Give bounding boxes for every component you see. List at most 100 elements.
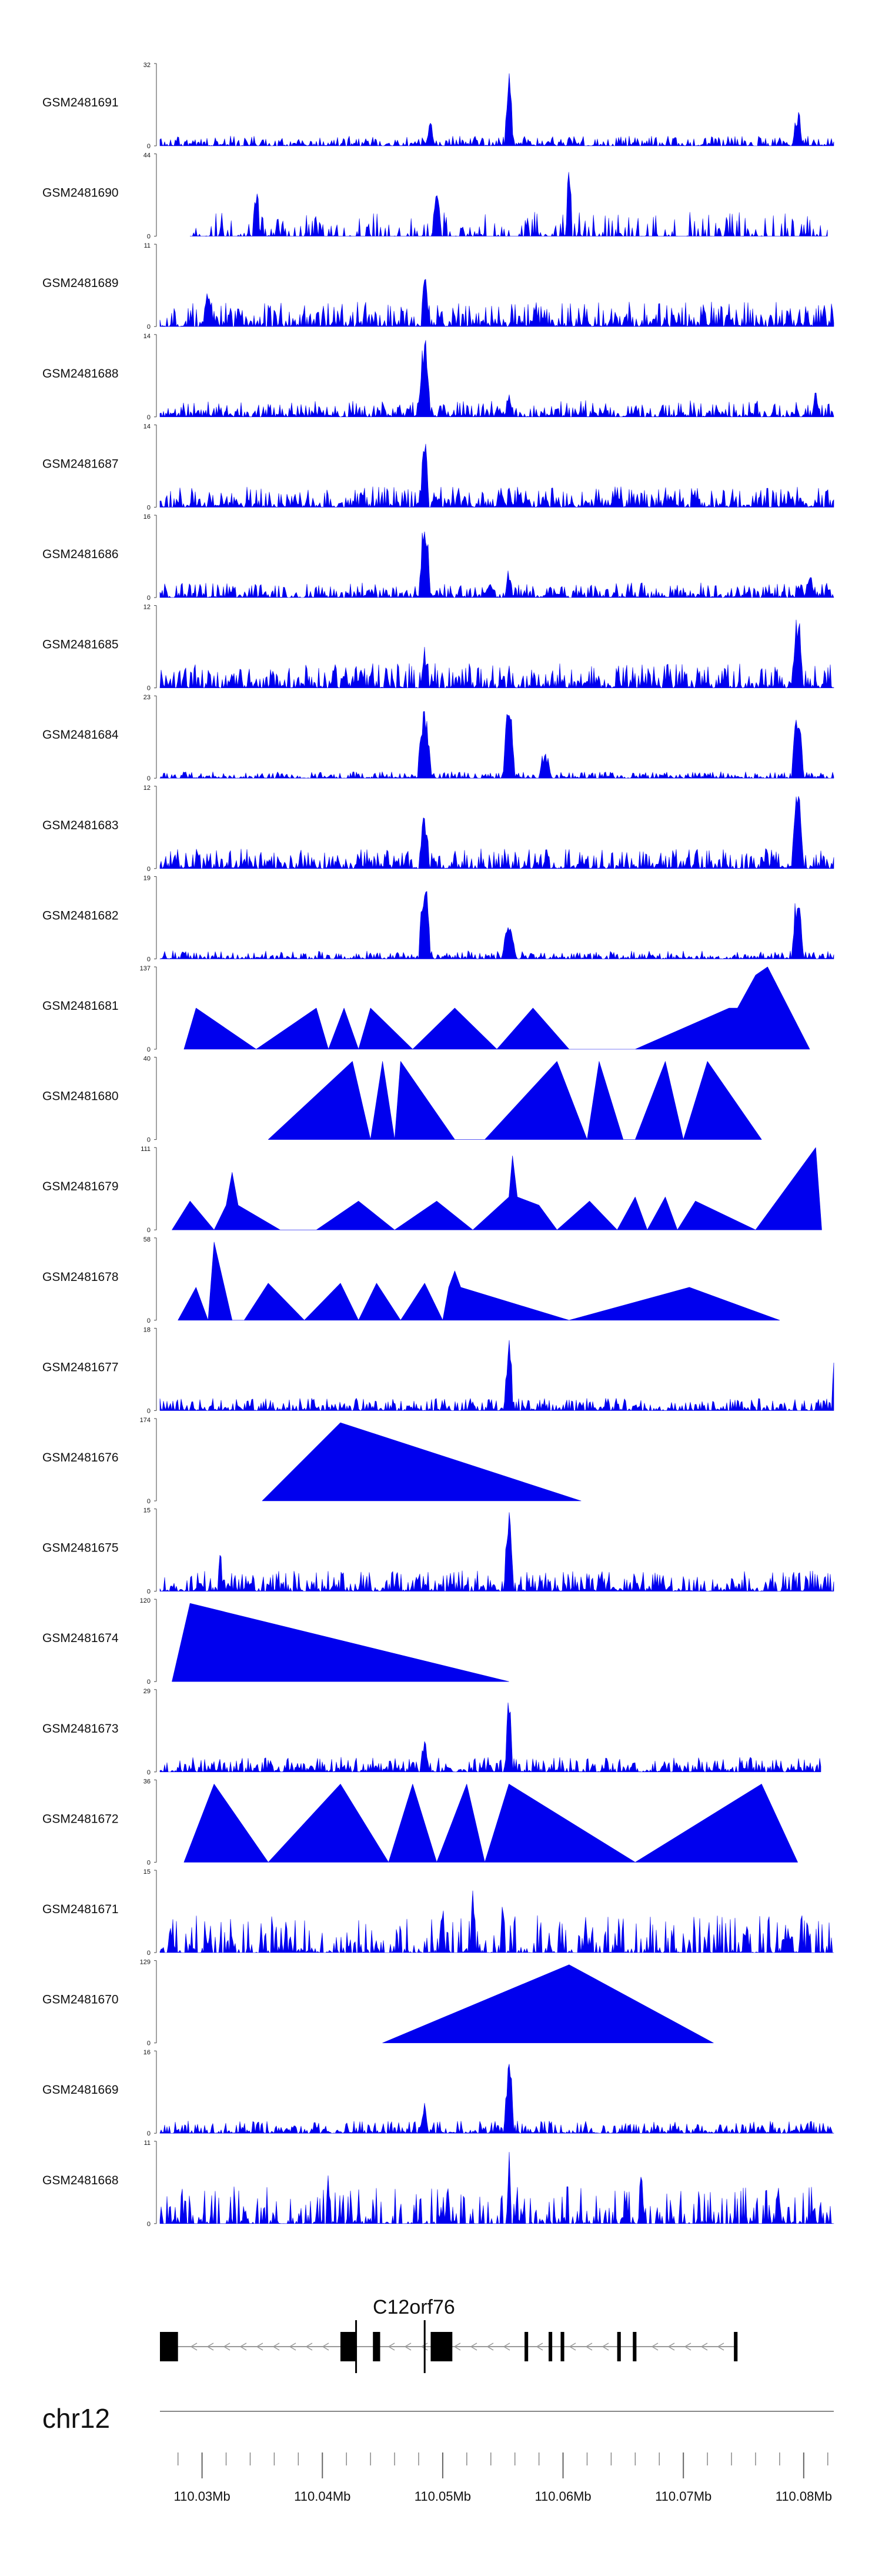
track-signal-area	[268, 1061, 762, 1140]
track-ymax-label: 129	[140, 1959, 151, 1966]
strand-arrow	[289, 2343, 296, 2351]
track-signal-area	[159, 796, 834, 869]
track-ymax-label: 36	[143, 1778, 151, 1785]
track-label: GSM2481677	[42, 1360, 119, 1374]
strand-arrow	[453, 2343, 461, 2351]
strand-arrow	[256, 2343, 263, 2351]
gene-exon	[633, 2332, 637, 2361]
track-signal-area	[159, 619, 834, 688]
track-label: GSM2481688	[42, 367, 119, 381]
track-label: GSM2481672	[42, 1812, 119, 1826]
track-signal-area	[159, 531, 834, 598]
track-GSM2481678: GSM2481678 58 0	[42, 1236, 780, 1324]
track-ymax-label: 14	[143, 333, 151, 340]
track-label: GSM2481681	[42, 999, 119, 1013]
track-ymin-label: 0	[147, 1589, 151, 1596]
strand-arrow	[223, 2343, 230, 2351]
track-signal-area	[172, 1147, 822, 1230]
track-ymin-label: 0	[147, 1046, 151, 1053]
track-label: GSM2481687	[42, 457, 119, 471]
track-ymax-label: 111	[141, 1146, 151, 1153]
gene-exon	[160, 2332, 178, 2361]
track-signal-area	[159, 891, 834, 959]
track-ymin-label: 0	[147, 1227, 151, 1234]
track-signal-area	[159, 340, 834, 418]
track-signal-area	[159, 1512, 834, 1591]
track-GSM2481685: GSM2481685 12 0	[42, 604, 834, 692]
track-ymax-label: 18	[143, 1326, 151, 1333]
gene-exon	[340, 2332, 356, 2361]
strand-arrow	[206, 2343, 214, 2351]
strand-arrow	[239, 2343, 247, 2351]
track-GSM2481680: GSM2481680 40 0	[42, 1056, 762, 1144]
track-ymax-label: 23	[143, 694, 151, 701]
track-ymax-label: 44	[143, 152, 151, 159]
strand-arrow	[387, 2343, 395, 2351]
track-GSM2481675: GSM2481675 15 0	[42, 1507, 834, 1596]
gene-exon	[430, 2332, 453, 2361]
track-label: GSM2481675	[42, 1541, 119, 1555]
track-ymax-label: 15	[143, 1868, 151, 1876]
track-GSM2481670: GSM2481670 129 0	[42, 1959, 714, 2047]
track-ymin-label: 0	[147, 866, 151, 873]
track-GSM2481681: GSM2481681 137 0	[42, 965, 810, 1053]
gene-exon	[524, 2332, 529, 2361]
axis-tick-label: 110.07Mb	[655, 2489, 711, 2504]
track-label: GSM2481686	[42, 548, 119, 561]
track-label: GSM2481679	[42, 1180, 119, 1193]
strand-arrow	[272, 2343, 280, 2351]
track-ymax-label: 15	[143, 1507, 151, 1514]
track-GSM2481672: GSM2481672 36 0	[42, 1778, 798, 1866]
track-signal-area	[172, 1603, 509, 1682]
track-label: GSM2481671	[42, 1903, 119, 1916]
gene-exon	[373, 2332, 380, 2361]
track-GSM2481688: GSM2481688 14 0	[42, 333, 834, 421]
track-GSM2481687: GSM2481687 14 0	[42, 423, 834, 511]
track-GSM2481674: GSM2481674 120 0	[42, 1597, 509, 1686]
track-GSM2481668: GSM2481668 11 0	[42, 2140, 834, 2228]
strand-arrow	[305, 2343, 313, 2351]
track-ymin-label: 0	[147, 1498, 151, 1505]
strand-arrow	[536, 2343, 543, 2351]
track-ymax-label: 174	[140, 1417, 151, 1424]
gene-exon	[548, 2332, 553, 2361]
track-signal-area	[159, 1702, 821, 1773]
track-signal-area	[159, 1340, 834, 1411]
track-ymax-label: 29	[143, 1688, 151, 1695]
gene-exon	[734, 2332, 738, 2361]
strand-arrow	[322, 2343, 329, 2351]
track-ymax-label: 12	[143, 785, 151, 792]
track-ymax-label: 16	[143, 513, 151, 520]
track-GSM2481673: GSM2481673 29 0	[42, 1688, 821, 1776]
track-ymin-label: 0	[147, 2130, 151, 2137]
track-ymin-label: 0	[147, 1317, 151, 1324]
track-GSM2481689: GSM2481689 11 0	[42, 242, 834, 331]
track-GSM2481683: GSM2481683 12 0	[42, 785, 834, 873]
track-ymin-label: 0	[147, 1950, 151, 1957]
strand-arrow	[569, 2343, 576, 2351]
track-signal-area	[189, 172, 828, 236]
track-ymin-label: 0	[147, 233, 151, 241]
strand-arrow	[684, 2343, 691, 2351]
gene-label: C12orf76	[373, 2296, 455, 2318]
axis-tick-label: 110.05Mb	[415, 2489, 471, 2504]
strand-arrow	[667, 2343, 675, 2351]
track-ymin-label: 0	[147, 1769, 151, 1776]
track-signal-area	[183, 1784, 798, 1863]
gene-exon	[617, 2332, 621, 2361]
strand-arrow	[486, 2343, 494, 2351]
track-ymin-label: 0	[147, 1679, 151, 1686]
track-label: GSM2481683	[42, 819, 119, 832]
gene-model-c12orf76: C12orf76	[160, 2296, 738, 2373]
track-signal-area	[159, 73, 834, 146]
track-ymax-label: 12	[143, 604, 151, 611]
track-signal-area	[159, 443, 834, 508]
track-label: GSM2481674	[42, 1631, 119, 1645]
strand-arrow	[404, 2343, 412, 2351]
track-label: GSM2481690	[42, 186, 119, 200]
strand-arrow	[717, 2343, 724, 2351]
strand-arrow	[651, 2343, 659, 2351]
track-signal-area	[159, 2064, 834, 2134]
track-signal-area	[159, 2151, 834, 2224]
axis-tick-label: 110.08Mb	[776, 2489, 832, 2504]
